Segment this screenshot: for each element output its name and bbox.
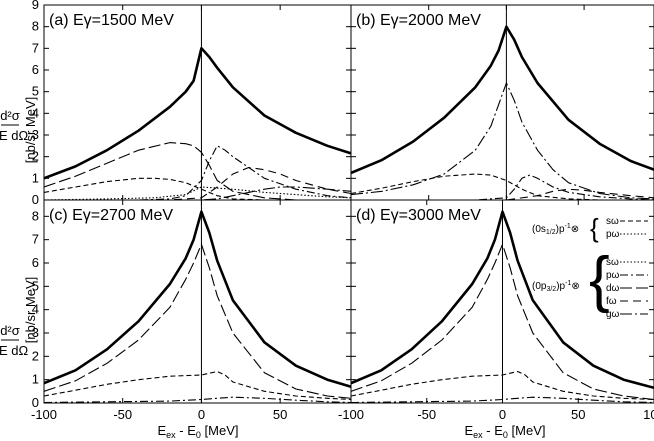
y-tick-label: 4 (32, 302, 39, 317)
y-tick-label: 9 (32, 0, 39, 12)
legend-group2-label: (0p3/2)p-1⊗ (532, 280, 580, 293)
series-line-thick (44, 210, 351, 388)
series-group (351, 210, 654, 403)
y-tick-label: 8 (32, 19, 39, 34)
series-line-thick (351, 25, 654, 175)
legend-entry: sω (606, 216, 648, 227)
y-tick-label: 0 (32, 192, 39, 207)
legend-entry: dω (606, 283, 648, 294)
legend-entry: pω (606, 270, 648, 281)
x-tick-label: 50 (273, 407, 287, 422)
series-line-dash-dot-long (44, 186, 351, 200)
legend-group1-label: (0s1/2)p-1⊗ (532, 223, 579, 236)
series-group (44, 210, 351, 403)
y-tick-label: 0 (32, 395, 39, 410)
y-tick-label: 8 (32, 208, 39, 223)
x-tick-label: 50 (571, 407, 585, 422)
y-tick-label: 3 (32, 127, 39, 142)
y-tick-label: 2 (32, 348, 39, 363)
xlabel-left: Eex - E0 [MeV] (157, 423, 238, 440)
ylabel-bottom: d²σ dE dΩ [nb/sr MeV] (0, 277, 38, 358)
x-tick-label: -100 (338, 407, 364, 422)
y-tick-label: 5 (32, 278, 39, 293)
panel-title: (b) Eγ=2000 MeV (356, 12, 481, 29)
series-line-dash-long (44, 243, 351, 399)
series-line-dash-dot (351, 174, 654, 200)
xlabel-right: Eex - E0 [MeV] (464, 423, 545, 440)
series-line-dash-dot-long (351, 82, 654, 200)
legend-label: pω (606, 270, 620, 281)
y-tick-label: 1 (32, 372, 39, 387)
legend-group1-brace: { (590, 213, 599, 243)
ylabel-top-unit: [nb/sr MeV] (23, 97, 38, 163)
panel-4: -100 -50 0 50 100 (d) Eγ=3000 MeV (338, 199, 654, 422)
panel-1: 0 1 2 3 4 5 6 7 8 9 (a) Eγ=1500 MeV (32, 0, 352, 207)
svg-text:dE dΩ: dE dΩ (0, 343, 29, 358)
series-line-dash-short (351, 370, 654, 401)
series-line-dash-dot (44, 145, 351, 200)
legend-label: fω (606, 296, 617, 307)
x-tick-label: -100 (31, 407, 57, 422)
legend-label: gω (606, 309, 620, 320)
series-group (44, 47, 351, 200)
legend-entry: pω (606, 229, 648, 240)
panel-title: (c) Eγ=2700 MeV (49, 207, 173, 224)
legend-label: sω (606, 257, 619, 268)
legend-entry: fω (606, 296, 648, 307)
series-line-thick (44, 47, 351, 180)
ylabel-bottom-unit: [nb/sr MeV] (23, 277, 38, 343)
series-group (351, 25, 654, 200)
x-tick-label: -50 (113, 407, 132, 422)
svg-text:d²σ: d²σ (0, 323, 20, 338)
panel-frame (350, 4, 654, 201)
series-line-dash-long (351, 243, 654, 401)
svg-text:dE dΩ: dE dΩ (0, 128, 29, 143)
ylabel-top: d²σ dE dΩ [nb/sr MeV] (0, 97, 38, 163)
series-line-dash-mid (44, 166, 351, 200)
y-tick-label: 3 (32, 325, 39, 340)
series-line-dash-short (351, 173, 654, 200)
y-tick-label: 2 (32, 149, 39, 164)
series-line-thick (351, 210, 654, 390)
y-tick-label: 1 (32, 170, 39, 185)
y-tick-label: 6 (32, 62, 39, 77)
legend-label: sω (606, 216, 619, 227)
legend: (0s1/2)p-1⊗ { (0p3/2)p-1⊗ { sω pω sω pω dω fω… (532, 213, 648, 320)
panel-3: 0 1 2 3 4 5 6 7 8 -100 -50 0 50 (c) Eγ=2700 MeV (31, 199, 352, 422)
series-line-dash-dot (351, 396, 654, 403)
ylabel-top-fraction: d²σ (0, 108, 20, 123)
series-line-dash-short (44, 370, 351, 401)
y-tick-label: 7 (32, 232, 39, 247)
legend-group2-brace: { (589, 245, 610, 314)
y-tick-label: 4 (32, 105, 39, 120)
series-line-dotted (44, 186, 351, 200)
y-tick-label: 6 (32, 255, 39, 270)
y-tick-label: 5 (32, 84, 39, 99)
legend-entry: gω (606, 309, 648, 320)
series-line-dash-long (44, 142, 351, 200)
panel-2: (b) Eγ=2000 MeV (350, 4, 654, 201)
x-tick-label: 100 (643, 407, 654, 422)
legend-label: dω (606, 283, 620, 294)
y-tick-label: 7 (32, 40, 39, 55)
panel-title: (a) Eγ=1500 MeV (49, 12, 174, 29)
panel-title: (d) Eγ=3000 MeV (356, 207, 481, 224)
x-tick-label: 0 (499, 407, 506, 422)
x-tick-label: -50 (417, 407, 436, 422)
series-line-dash-dot (44, 396, 351, 403)
legend-label: pω (606, 229, 620, 240)
x-tick-label: 0 (198, 407, 205, 422)
legend-entry: sω (606, 257, 648, 268)
